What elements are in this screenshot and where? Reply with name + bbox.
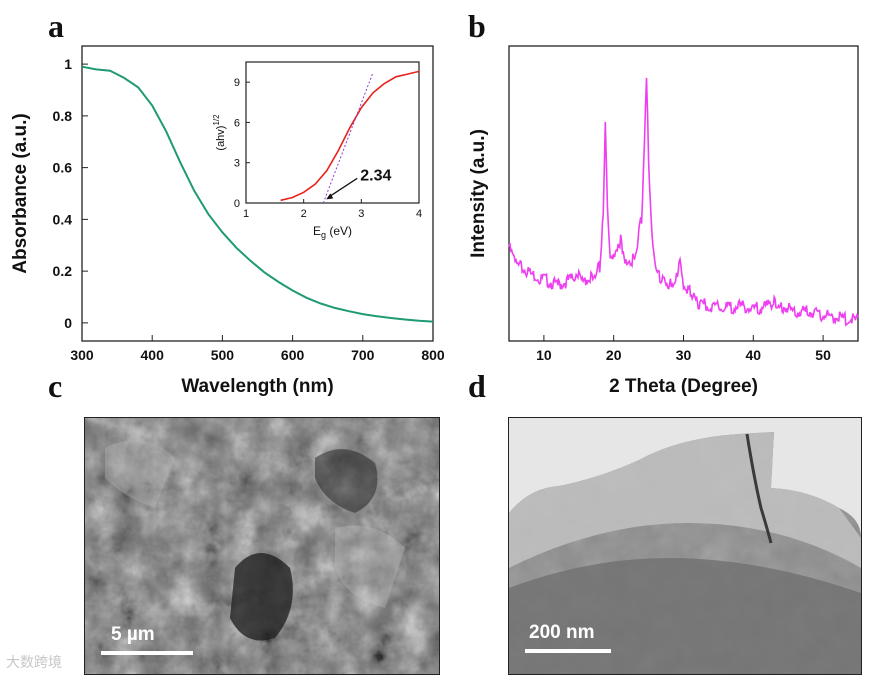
- xrd-pattern-curve: [508, 77, 859, 327]
- y-axis-label: Intensity (a.u.): [468, 129, 489, 258]
- absorbance-chart: 300 400 500 600 700 800 0 0.2 0.4 0.6 0.8 1 Waveleng…: [10, 45, 445, 397]
- inset-y-tick-label: 3: [234, 158, 240, 170]
- inset-x-axis-label: Eg (eV): [313, 224, 352, 240]
- x-tick-label: 700: [351, 347, 375, 363]
- inset-y-tick-label: 0: [234, 198, 240, 210]
- panel-b-letter: b: [468, 8, 486, 44]
- xrd-chart: 10 20 30 40 50 2 Theta (Degree) Intensity (a.u…: [468, 45, 859, 397]
- y-tick-label: 0.8: [53, 108, 73, 124]
- x-tick-label: 400: [141, 347, 165, 363]
- x-axis-label: Wavelength (nm): [181, 376, 333, 397]
- plot-frame: [81, 45, 434, 342]
- x-tick-label: 40: [746, 347, 762, 363]
- panel-c-letter: c: [48, 368, 63, 404]
- inset-x-tick-label: 4: [416, 208, 422, 220]
- y-tick-label: 0: [64, 315, 72, 331]
- inset-annotation-arrow: [327, 177, 358, 198]
- sem-texture: [85, 418, 439, 674]
- x-tick-label: 300: [70, 347, 94, 363]
- inset-tangent-line: [322, 72, 374, 204]
- watermark: 大数跨境: [6, 655, 62, 671]
- sem-image: 5 µm: [84, 417, 440, 675]
- x-tick-label: 800: [421, 347, 445, 363]
- inset-y-tick-label: 6: [234, 117, 240, 129]
- x-tick-label: 500: [211, 347, 235, 363]
- x-tick-label: 10: [536, 347, 552, 363]
- inset-arrowhead: [326, 193, 334, 200]
- y-axis-label: Absorbance (a.u.): [10, 113, 31, 273]
- x-tick-label: 20: [606, 347, 622, 363]
- inset-tauc-curve: [280, 70, 420, 202]
- sem-scalebar-line: [101, 651, 193, 655]
- inset-x-tick-label: 1: [243, 208, 249, 220]
- inset-y-axis-label: (ahv)1/2: [212, 114, 227, 151]
- plot-frame: [508, 45, 859, 342]
- y-tick-label: 0.6: [53, 160, 73, 176]
- x-axis-label: 2 Theta (Degree): [609, 376, 758, 397]
- panel-a-letter: a: [48, 8, 64, 44]
- y-tick-label: 0.2: [53, 263, 73, 279]
- inset-x-tick-label: 3: [358, 208, 364, 220]
- x-tick-label: 50: [815, 347, 831, 363]
- inset-frame: [245, 61, 420, 204]
- y-tick-label: 0.4: [53, 211, 73, 227]
- inset-annotation-label: 2.34: [360, 167, 391, 184]
- x-tick-label: 600: [281, 347, 305, 363]
- y-tick-label: 1: [64, 56, 72, 72]
- inset-x-tick-label: 2: [301, 208, 307, 220]
- x-tick-label: 30: [676, 347, 692, 363]
- panel-d-letter: d: [468, 368, 486, 404]
- absorbance-curve: [81, 65, 434, 323]
- tem-scalebar-line: [525, 649, 611, 653]
- tem-image: 200 nm: [508, 417, 862, 675]
- sem-scalebar-label: 5 µm: [111, 624, 155, 645]
- inset-y-tick-label: 9: [234, 77, 240, 89]
- tem-scalebar-label: 200 nm: [529, 622, 595, 643]
- tem-texture: [509, 418, 861, 674]
